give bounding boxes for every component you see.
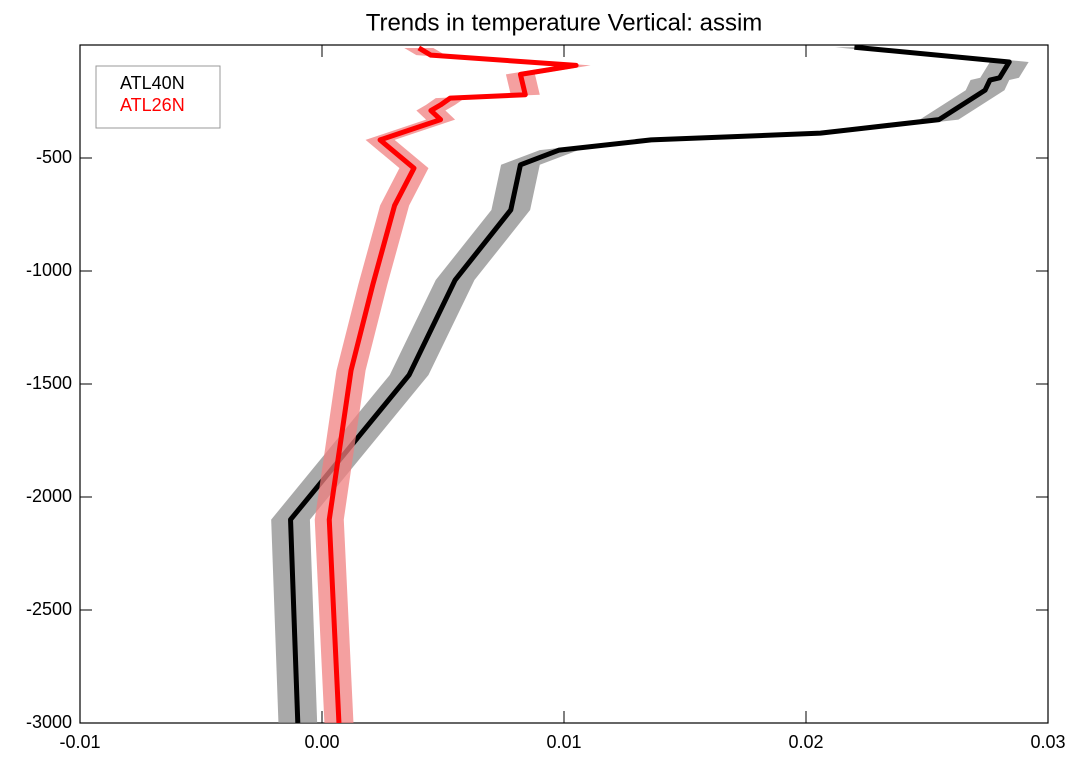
x-tick-label: -0.01 [59, 732, 100, 752]
y-tick-label: -1000 [26, 260, 72, 280]
y-tick-label: -3000 [26, 712, 72, 732]
chart-title: Trends in temperature Vertical: assim [366, 9, 763, 36]
uncertainty-band [314, 47, 591, 724]
uncertainty-band [271, 47, 1029, 723]
legend-box [95, 65, 221, 129]
legend-label: ATL40N [120, 73, 185, 93]
series-line [288, 44, 1012, 724]
y-tick-label: -2500 [26, 599, 72, 619]
legend-label: ATL26N [120, 95, 185, 115]
x-tick-label: 0.03 [1030, 732, 1065, 752]
series-line [326, 45, 579, 724]
y-tick-label: -1500 [26, 373, 72, 393]
x-tick-label: 0.01 [546, 732, 581, 752]
plot-frame [79, 44, 1049, 724]
x-tick-label: 0.00 [304, 732, 339, 752]
y-tick-label: -500 [36, 147, 72, 167]
x-tick-label: 0.02 [788, 732, 823, 752]
y-tick-label: -2000 [26, 486, 72, 506]
